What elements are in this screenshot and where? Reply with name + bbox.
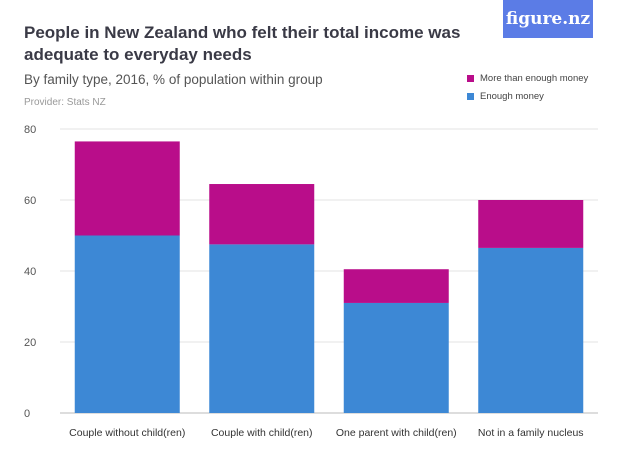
bar-enough-2: [343, 302, 449, 413]
bar-more-than-enough-0: [74, 141, 180, 236]
bar-enough-0: [74, 235, 180, 413]
bar-more-than-enough-2: [343, 269, 449, 303]
bar-more-than-enough-1: [209, 184, 315, 245]
legend-swatch-enough: [467, 92, 474, 100]
x-tick-label-0: Couple without child(ren): [69, 427, 185, 439]
y-tick-label-20: 20: [24, 337, 36, 349]
data-provider: Provider: Stats NZ: [24, 97, 106, 108]
y-tick-label-40: 40: [24, 266, 36, 278]
y-tick-label-80: 80: [24, 124, 36, 136]
legend-item-enough: Enough money: [467, 87, 588, 105]
chart-subtitle: By family type, 2016, % of population wi…: [24, 72, 323, 87]
bar-more-than-enough-3: [478, 200, 584, 248]
x-tick-label-2: One parent with child(ren): [336, 427, 457, 439]
bar-enough-1: [209, 244, 315, 413]
legend-label-enough: Enough money: [480, 90, 544, 102]
chart-legend: More than enough money Enough money: [467, 69, 588, 105]
chart-title: People in New Zealand who felt their tot…: [24, 23, 461, 64]
legend-item-more-than-enough: More than enough money: [467, 69, 588, 87]
x-tick-label-3: Not in a family nucleus: [478, 427, 584, 439]
y-tick-label-0: 0: [24, 408, 30, 420]
legend-label-more-than-enough: More than enough money: [480, 72, 589, 84]
bar-enough-3: [478, 247, 584, 413]
figure-nz-logo[interactable]: figure.nz: [503, 0, 593, 38]
y-tick-label-60: 60: [24, 195, 36, 207]
x-tick-label-1: Couple with child(ren): [211, 427, 313, 439]
legend-swatch-more-than-enough: [467, 74, 474, 82]
